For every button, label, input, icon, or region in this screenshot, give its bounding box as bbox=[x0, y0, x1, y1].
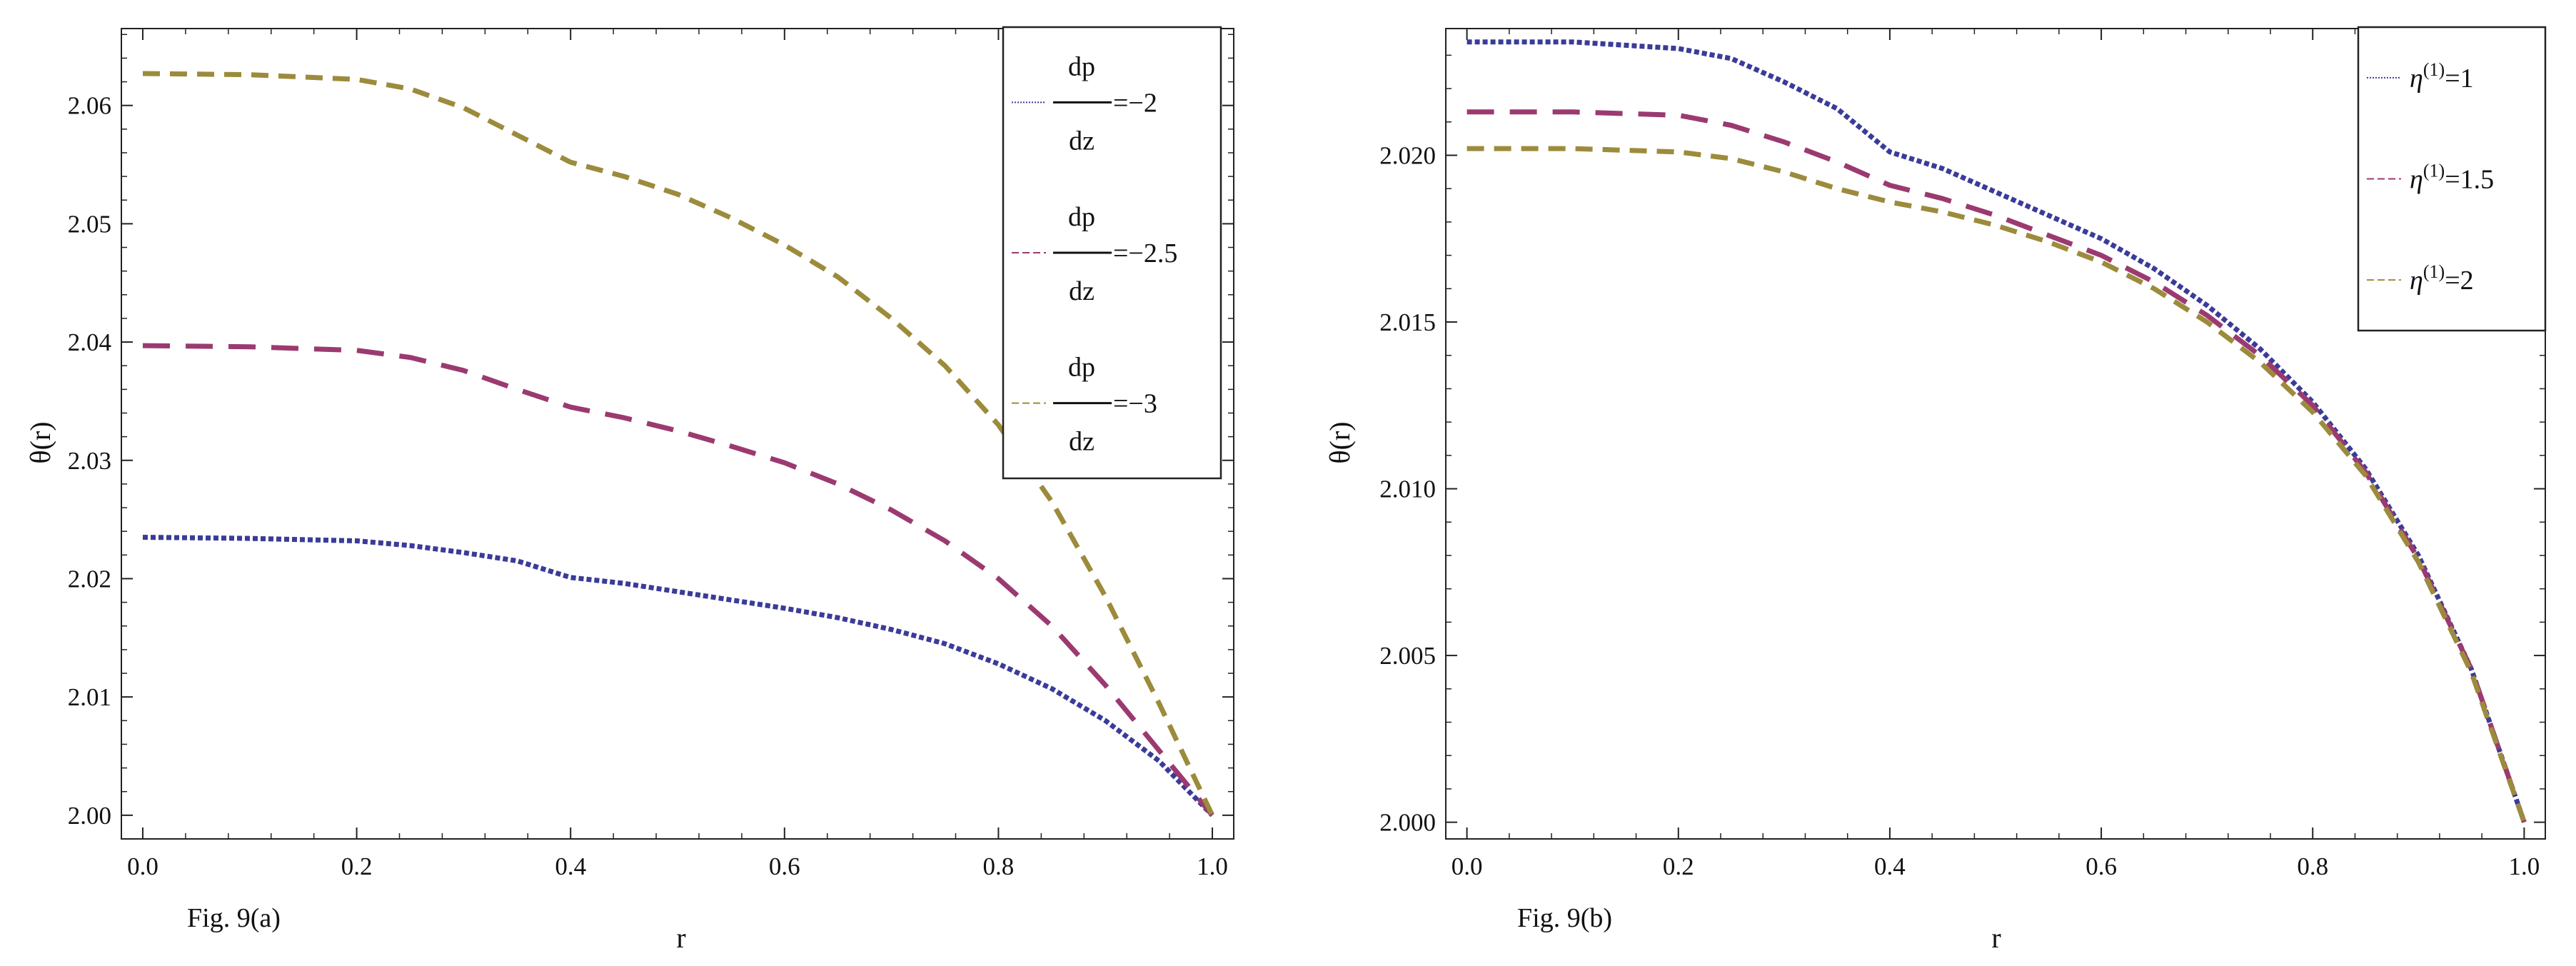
legend: dp =−2 dz dp =−2.5 dz dp =−3 dz bbox=[1002, 26, 1222, 480]
y-axis-label: θ(r) bbox=[24, 421, 56, 463]
legend-label: η(1)=2 bbox=[2410, 261, 2474, 296]
x-tick-label: 1.0 bbox=[1197, 852, 1228, 880]
y-tick-label: 2.06 bbox=[68, 92, 111, 120]
series-line-2 bbox=[142, 343, 1214, 817]
legend-superscript: (1) bbox=[2423, 161, 2445, 181]
series-line-1 bbox=[142, 535, 1214, 817]
x-tick-label: 0.4 bbox=[1874, 852, 1906, 880]
legend-numerator: dp bbox=[1068, 51, 1095, 81]
plot-frame bbox=[121, 28, 1234, 840]
y-tick-label: 2.01 bbox=[68, 683, 111, 711]
y-tick-label: 2.000 bbox=[1379, 809, 1436, 837]
figure-caption: Fig. 9(a) bbox=[187, 903, 281, 933]
x-tick-label: 0.8 bbox=[2297, 852, 2328, 880]
chart-fig-9a: 0.0 0.2 0.4 0.6 0.8 1.0 2.00 2.01 2.02 2.03 2.04 2.… bbox=[24, 26, 1234, 954]
legend-eta: η bbox=[2410, 64, 2423, 94]
legend-denominator: dz bbox=[1069, 276, 1095, 306]
y-tick-label: 2.020 bbox=[1379, 141, 1436, 169]
y-tick-label: 2.010 bbox=[1379, 476, 1436, 503]
x-tick-label: 0.0 bbox=[127, 852, 159, 880]
y-tick-label: 2.015 bbox=[1379, 308, 1436, 336]
legend-superscript: (1) bbox=[2423, 261, 2445, 282]
legend-numerator: dp bbox=[1068, 353, 1095, 383]
y-tick-label: 2.05 bbox=[68, 210, 111, 238]
chart-fig-9b: 0.0 0.2 0.4 0.6 0.8 1.0 2.000 2.005 2.010 2.015 2.… bbox=[1324, 26, 2547, 954]
y-tick-label: 2.00 bbox=[68, 802, 111, 830]
y-tick-label: 2.02 bbox=[68, 565, 111, 593]
legend-label: η(1)=1 bbox=[2410, 59, 2474, 94]
legend-value: =−2.5 bbox=[1113, 238, 1177, 268]
legend-denominator: dz bbox=[1069, 427, 1095, 457]
legend-eta: η bbox=[2410, 165, 2423, 195]
y-tick-label: 2.03 bbox=[68, 447, 111, 475]
legend-value: =2 bbox=[2445, 266, 2473, 296]
legend-value: =1 bbox=[2445, 64, 2473, 94]
x-tick-label: 0.2 bbox=[1663, 852, 1694, 880]
legend-superscript: (1) bbox=[2423, 59, 2445, 80]
y-tick-label: 2.04 bbox=[68, 328, 111, 356]
legend-numerator: dp bbox=[1068, 202, 1095, 232]
legend-eta: η bbox=[2410, 266, 2423, 296]
legend-value: =−2 bbox=[1113, 88, 1157, 118]
x-tick-label: 0.6 bbox=[2086, 852, 2117, 880]
x-axis-label: r bbox=[676, 922, 685, 954]
x-tick-label: 0.2 bbox=[341, 852, 373, 880]
legend-value: =−3 bbox=[1113, 389, 1157, 419]
x-tick-label: 0.0 bbox=[1451, 852, 1483, 880]
x-tick-label: 0.4 bbox=[555, 852, 586, 880]
x-tick-label: 0.6 bbox=[769, 852, 800, 880]
plot-frame bbox=[1445, 28, 2546, 840]
x-axis-label: r bbox=[1991, 922, 2001, 954]
series-line-3 bbox=[1466, 146, 2527, 823]
figure-caption: Fig. 9(b) bbox=[1517, 903, 1612, 933]
legend: η(1)=1η(1)=1.5η(1)=2 bbox=[2357, 26, 2547, 332]
legend-label: η(1)=1.5 bbox=[2410, 161, 2494, 195]
y-tick-label: 2.005 bbox=[1379, 642, 1436, 670]
y-axis-label: θ(r) bbox=[1324, 421, 1356, 463]
legend-value: =1.5 bbox=[2445, 165, 2494, 195]
x-tick-label: 1.0 bbox=[2509, 852, 2540, 880]
x-tick-label: 0.8 bbox=[983, 852, 1015, 880]
legend-denominator: dz bbox=[1069, 126, 1095, 156]
